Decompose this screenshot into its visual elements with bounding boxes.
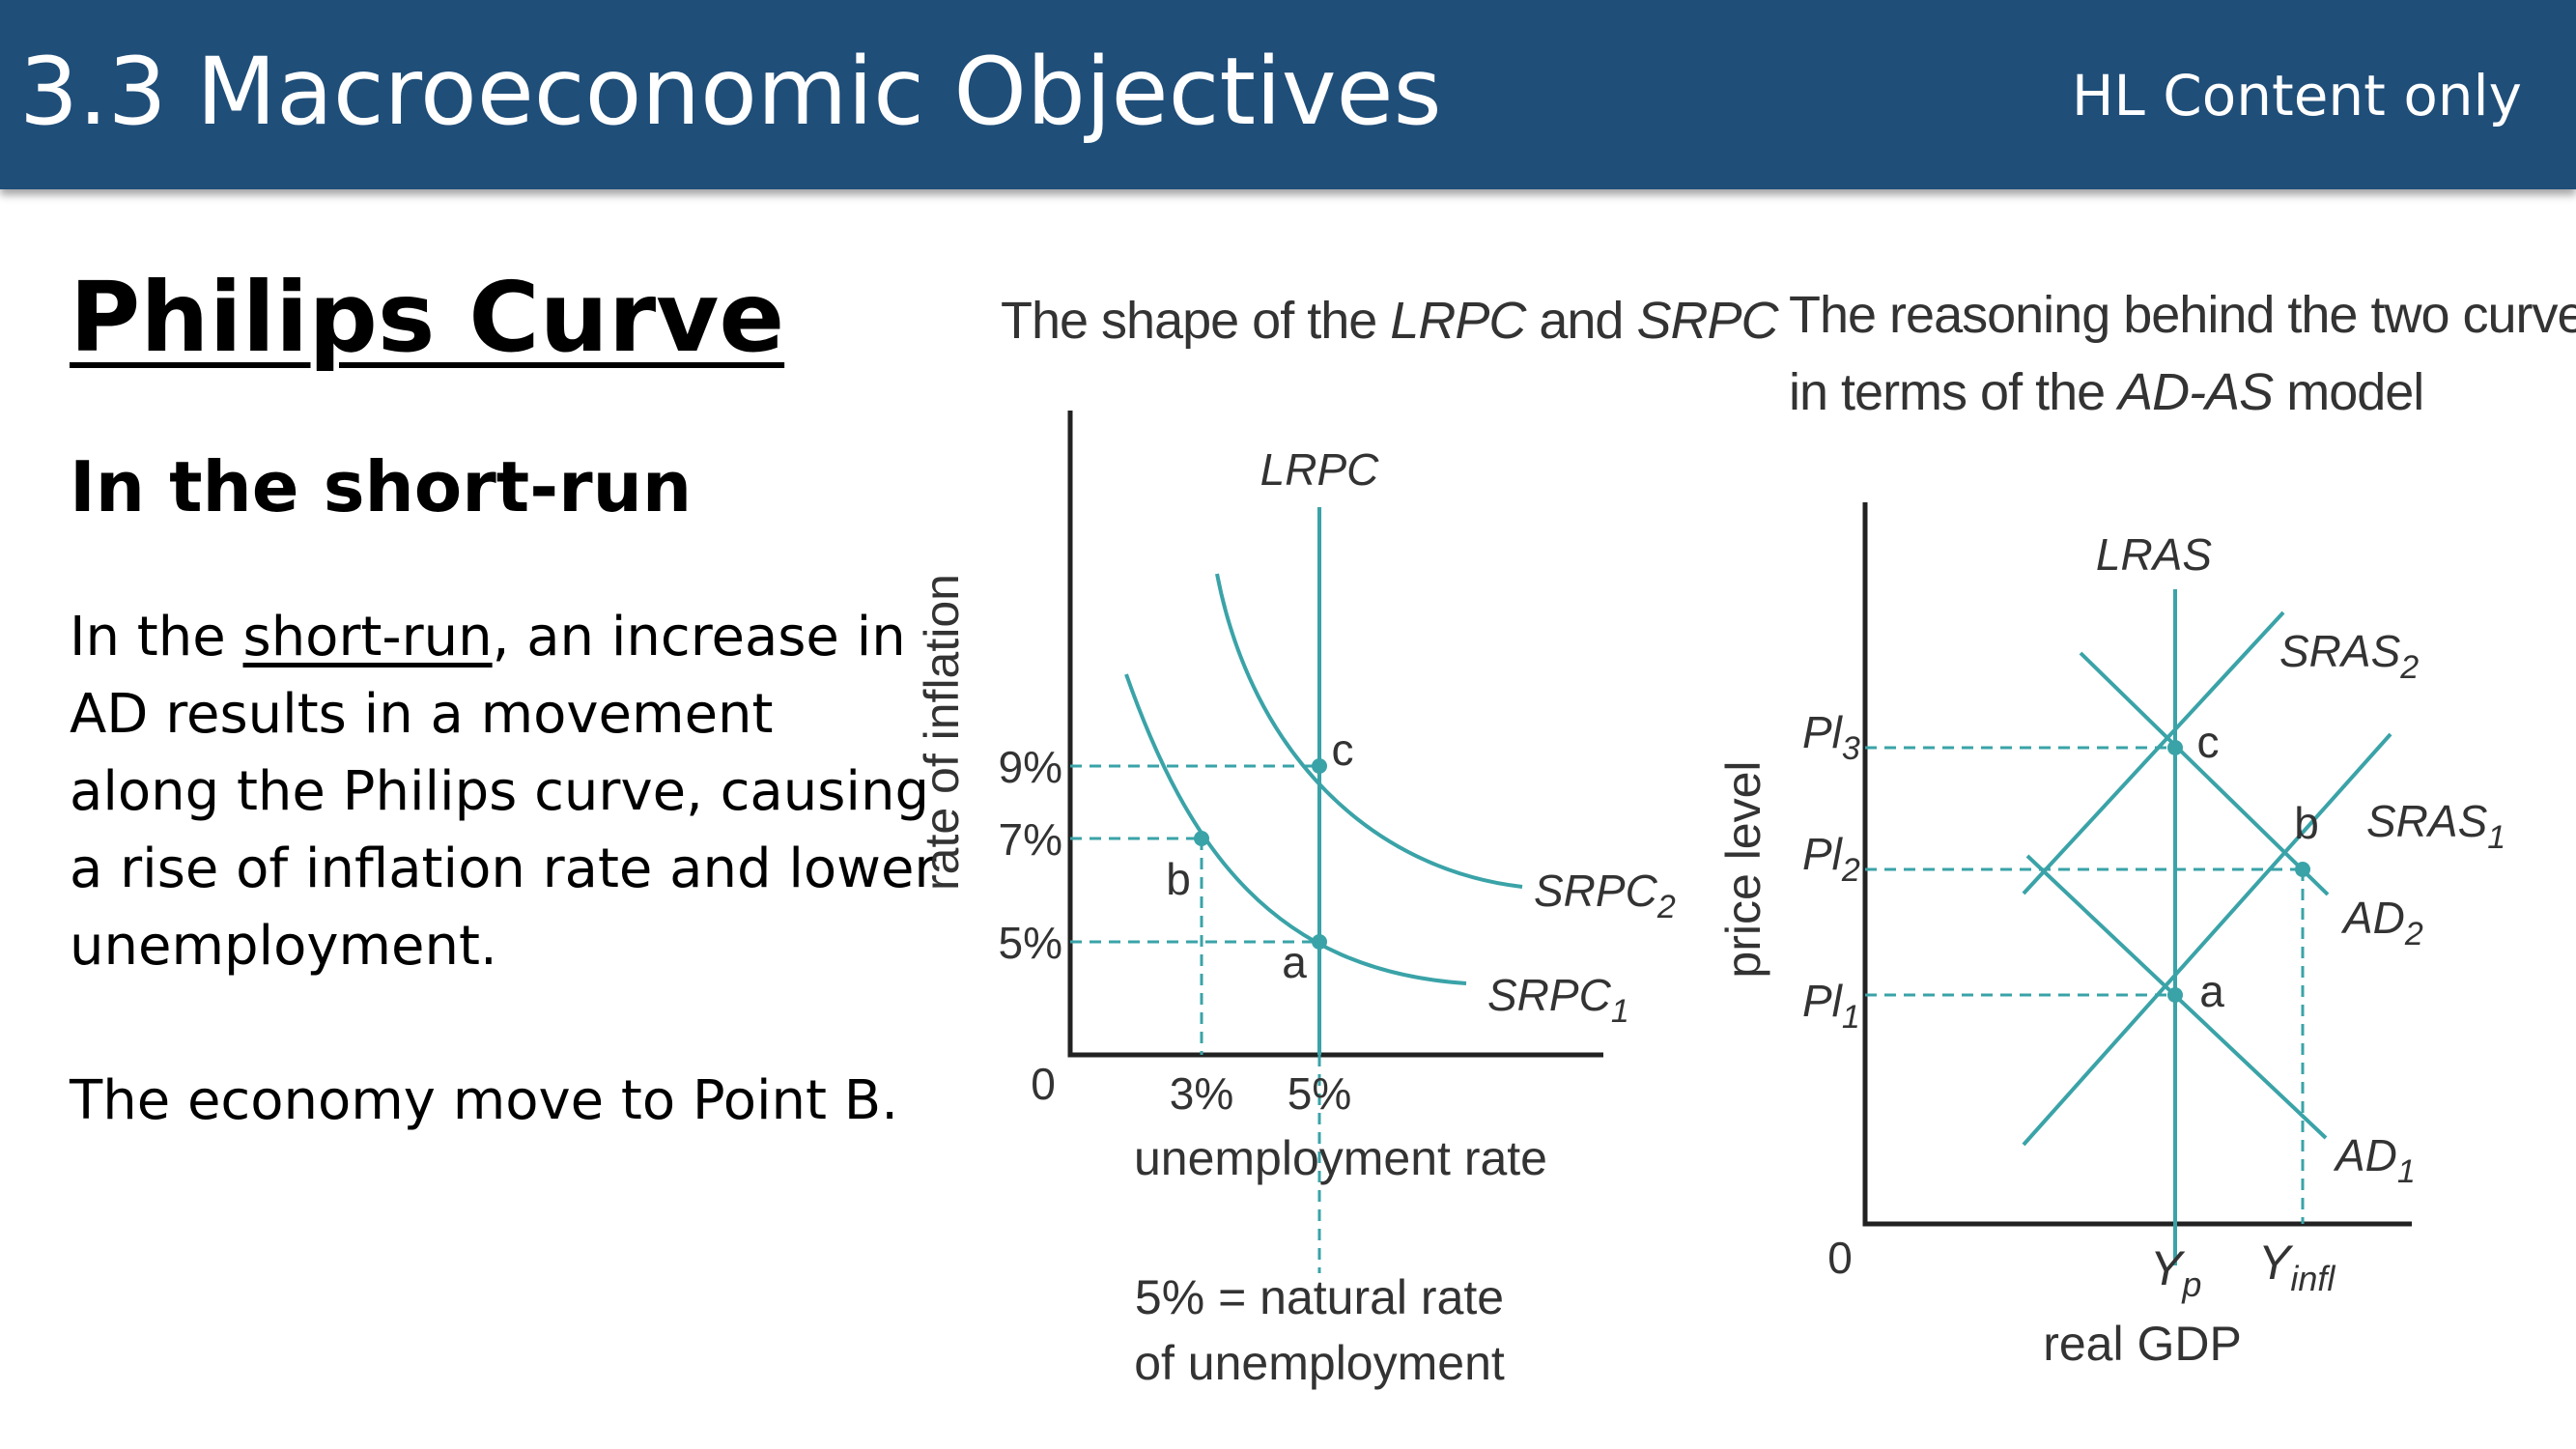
- srpc1-sub: 1: [1611, 993, 1629, 1030]
- x-axis-label-unemployment: unemployment rate: [1134, 1131, 1547, 1185]
- explanation-paragraph: In the short-run, an increase in AD resu…: [70, 599, 939, 985]
- caption-line-2-prefix: in terms of the: [1789, 363, 2119, 421]
- srpc2-curve: [1215, 573, 1523, 889]
- pl3-base: Pl: [1802, 707, 1844, 757]
- sras1-base: SRAS: [2366, 796, 2488, 846]
- y-tick-7: 7%: [999, 814, 1062, 865]
- point-a-label: a: [1282, 937, 1307, 987]
- origin-label: 0: [1031, 1059, 1056, 1109]
- caption-line-2-suffix: model: [2273, 363, 2424, 421]
- phillips-axes: [1067, 411, 1603, 1058]
- srpc2-base: SRPC: [1534, 866, 1658, 916]
- adas-point-c-label: c: [2197, 717, 2220, 767]
- natural-rate-note-line2: of unemployment: [1134, 1336, 1505, 1390]
- adas-point-b-label: b: [2294, 798, 2319, 848]
- ad2-base: AD: [2340, 893, 2405, 943]
- pl2-base: Pl: [1802, 829, 1844, 879]
- sras1-label: SRAS1: [2366, 796, 2505, 856]
- sras2-label: SRAS2: [2279, 626, 2419, 686]
- caption-line-2: in terms of the AD-AS model: [1789, 354, 2576, 431]
- x-tick-3: 3%: [1170, 1068, 1233, 1119]
- srpc1-curve: [1124, 673, 1467, 985]
- paragraph-rest: , an increase in AD results in a movemen…: [70, 606, 937, 978]
- yinfl-sub: infl: [2290, 1259, 2335, 1298]
- point-a-marker: [1312, 934, 1327, 950]
- y-axis-label-price-level: price level: [1716, 760, 1770, 978]
- adas-axes: [1862, 502, 2412, 1227]
- sras2-sub: 2: [2399, 649, 2419, 686]
- ad-as-diagram: price level real GDP 0 LRAS SRAS2 SRAS1 …: [1716, 502, 2505, 1371]
- srpc2-label: SRPC2: [1534, 866, 1676, 925]
- adas-point-c-marker: [2167, 740, 2183, 755]
- pl3-label: Pl3: [1802, 707, 1860, 767]
- sras2-line: [2022, 611, 2285, 895]
- sras1-sub: 1: [2487, 819, 2505, 856]
- ad2-line: [2079, 651, 2330, 896]
- slide-title: 3.3 Macroeconomic Objectives: [19, 38, 1442, 146]
- adas-point-a-label: a: [2199, 966, 2224, 1016]
- srpc2-sub: 2: [1656, 889, 1676, 925]
- caption-and: and: [1525, 292, 1637, 350]
- phillips-curve-diagram: rate of inflation unemployment rate 0 9%…: [915, 411, 1676, 1390]
- srpc1-base: SRPC: [1487, 970, 1612, 1020]
- adas-origin-label: 0: [1827, 1233, 1853, 1283]
- ad1-sub: 1: [2397, 1153, 2416, 1190]
- caption-lrpc: LRPC: [1390, 292, 1526, 350]
- topic-heading: Philips Curve: [70, 261, 785, 374]
- caption-adas: AD-AS: [2118, 363, 2274, 421]
- pl1-label: Pl1: [1802, 976, 1860, 1036]
- y-tick-9: 9%: [999, 742, 1062, 792]
- adas-point-a-marker: [2167, 987, 2183, 1003]
- hl-content-tag: HL Content only: [2071, 63, 2522, 128]
- y-tick-5: 5%: [999, 918, 1062, 968]
- pl3-sub: 3: [1842, 730, 1860, 767]
- yp-label: Yp: [2150, 1241, 2201, 1304]
- lrpc-label: LRPC: [1260, 444, 1379, 495]
- title-bar: 3.3 Macroeconomic Objectives HL Content …: [0, 0, 2576, 189]
- point-b-label: b: [1166, 854, 1191, 904]
- ad2-sub: 2: [2404, 916, 2423, 952]
- pl1-sub: 1: [1842, 999, 1860, 1036]
- adas-point-b-marker: [2295, 862, 2310, 877]
- yp-base: Y: [2150, 1241, 2186, 1295]
- paragraph-lead: In the: [70, 606, 243, 668]
- pl2-label: Pl2: [1802, 829, 1860, 889]
- y-axis-label-inflation: rate of inflation: [915, 574, 969, 891]
- ad1-label: AD1: [2333, 1130, 2416, 1190]
- srpc1-label: SRPC1: [1487, 970, 1629, 1030]
- point-b-marker: [1194, 831, 1209, 846]
- point-c-marker: [1312, 758, 1327, 774]
- pl2-sub: 2: [1841, 852, 1860, 889]
- conclusion-text: The economy move to Point B.: [70, 1069, 898, 1132]
- yinfl-label: Yinfl: [2258, 1236, 2335, 1298]
- caption-srpc: SRPC: [1636, 292, 1778, 350]
- natural-rate-note-line1: 5% = natural rate: [1135, 1270, 1504, 1324]
- ad2-label: AD2: [2340, 893, 2423, 952]
- pl1-base: Pl: [1802, 976, 1844, 1026]
- x-tick-5: 5%: [1288, 1068, 1351, 1119]
- sub-heading: In the short-run: [70, 446, 693, 527]
- caption-line-1: The reasoning behind the two curves: [1789, 286, 2576, 344]
- left-diagram-caption: The shape of the LRPC and SRPC: [1001, 282, 1778, 359]
- caption-prefix: The shape of the: [1001, 292, 1391, 350]
- lras-label: LRAS: [2096, 529, 2212, 580]
- ad1-base: AD: [2333, 1130, 2397, 1180]
- yinfl-base: Y: [2258, 1236, 2294, 1290]
- right-diagram-caption: The reasoning behind the two curves in te…: [1789, 276, 2576, 431]
- sras1-line: [2022, 732, 2392, 1147]
- point-c-label: c: [1332, 724, 1354, 775]
- x-axis-label-real-gdp: real GDP: [2043, 1317, 2242, 1371]
- paragraph-underlined-term: short-run: [242, 606, 493, 668]
- sras2-base: SRAS: [2279, 626, 2401, 676]
- yp-sub: p: [2181, 1264, 2201, 1304]
